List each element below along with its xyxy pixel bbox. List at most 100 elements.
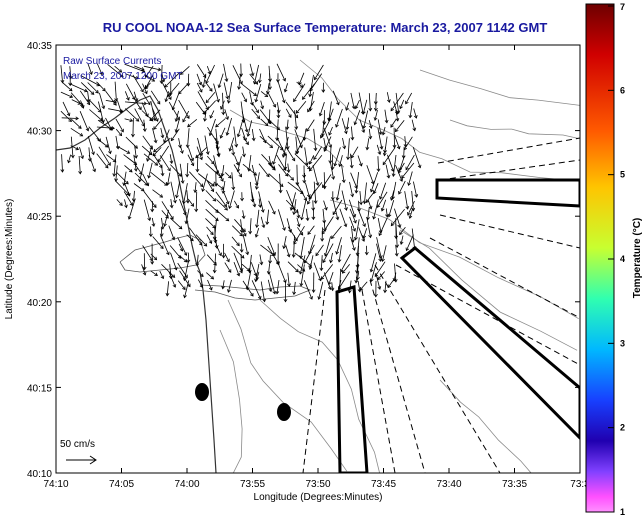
current-vector xyxy=(318,101,325,117)
radial-line xyxy=(439,214,580,249)
x-tick-label: 73:50 xyxy=(305,479,330,490)
current-vector xyxy=(411,119,417,132)
current-vector xyxy=(201,173,208,193)
current-vector xyxy=(202,100,216,115)
current-vector xyxy=(150,253,158,261)
current-vector xyxy=(125,73,139,80)
current-vector xyxy=(313,181,318,204)
current-vector xyxy=(398,180,406,195)
current-vector xyxy=(212,253,217,274)
current-vector xyxy=(260,100,265,110)
current-vector xyxy=(164,91,170,103)
current-vector xyxy=(242,136,249,146)
current-vector xyxy=(189,171,204,188)
current-vector xyxy=(277,81,286,104)
current-vector xyxy=(143,190,157,208)
current-vector xyxy=(349,216,356,232)
current-vector xyxy=(160,165,165,177)
current-vector xyxy=(294,110,299,130)
radial-line xyxy=(437,137,580,164)
current-vector xyxy=(170,181,177,204)
current-vector xyxy=(377,271,386,281)
x-tick-label: 73:40 xyxy=(436,479,461,490)
current-vector xyxy=(142,92,151,106)
current-vector xyxy=(96,81,106,92)
current-vector xyxy=(302,128,307,141)
current-vector xyxy=(306,119,315,132)
current-vector xyxy=(209,110,215,119)
depth-contour xyxy=(449,119,579,139)
current-vector xyxy=(333,147,341,167)
current-vector xyxy=(338,271,350,290)
current-vector xyxy=(134,145,138,159)
current-vector xyxy=(196,73,203,86)
current-vector xyxy=(184,208,190,225)
current-vector xyxy=(205,82,213,92)
current-vector xyxy=(165,281,170,297)
current-vector xyxy=(105,136,112,155)
current-vector xyxy=(143,65,162,72)
current-vector xyxy=(177,237,188,256)
current-vector xyxy=(61,116,79,121)
current-vector xyxy=(412,146,422,169)
current-vector xyxy=(405,154,415,171)
current-vector xyxy=(258,198,262,208)
current-vector xyxy=(213,163,224,182)
current-vector xyxy=(171,92,180,111)
current-vector xyxy=(394,245,399,257)
current-vector xyxy=(313,128,318,152)
current-vector xyxy=(205,163,223,179)
current-vector xyxy=(308,154,323,172)
current-vector xyxy=(79,90,91,106)
current-vector xyxy=(117,100,123,114)
current-vector xyxy=(311,272,316,293)
current-vector xyxy=(306,189,316,205)
current-vector xyxy=(196,146,203,161)
current-vector xyxy=(373,280,378,298)
current-vector xyxy=(358,191,363,206)
current-vector xyxy=(267,163,276,171)
current-vector xyxy=(163,209,170,227)
current-vector xyxy=(170,164,182,177)
current-vector xyxy=(329,252,333,264)
current-vector xyxy=(287,261,299,273)
current-vector xyxy=(348,199,357,218)
colorbar-tick-label: 4 xyxy=(620,254,625,264)
current-vector xyxy=(296,217,301,228)
current-vector xyxy=(169,199,174,209)
exclusion-zone-south xyxy=(335,285,369,473)
current-vector xyxy=(376,144,382,156)
current-vector xyxy=(282,236,287,250)
current-vector xyxy=(234,155,240,166)
current-vector xyxy=(236,156,242,173)
current-vector xyxy=(374,261,386,278)
current-vector xyxy=(291,235,296,258)
current-vector xyxy=(376,191,388,208)
current-vector xyxy=(266,263,271,275)
current-vector xyxy=(298,255,306,275)
current-vector xyxy=(398,162,405,174)
current-vector xyxy=(357,208,366,228)
current-vector xyxy=(362,182,367,205)
current-vector xyxy=(114,65,123,73)
current-vector xyxy=(205,91,216,104)
current-vector xyxy=(204,135,210,155)
current-vector xyxy=(330,282,335,292)
current-vector xyxy=(144,82,151,90)
current-vector xyxy=(285,108,292,118)
current-vector xyxy=(232,225,243,237)
current-vector xyxy=(195,234,208,247)
current-vector xyxy=(150,90,161,105)
current-vector xyxy=(98,101,105,124)
current-vector xyxy=(255,209,260,229)
current-vector xyxy=(387,279,394,289)
current-vector xyxy=(245,270,252,291)
current-vector xyxy=(350,126,355,141)
current-vector xyxy=(299,264,305,287)
current-vector xyxy=(105,117,113,131)
current-vector xyxy=(332,90,340,106)
current-vector xyxy=(260,281,267,303)
current-vector xyxy=(368,128,373,140)
current-vector xyxy=(152,147,162,157)
